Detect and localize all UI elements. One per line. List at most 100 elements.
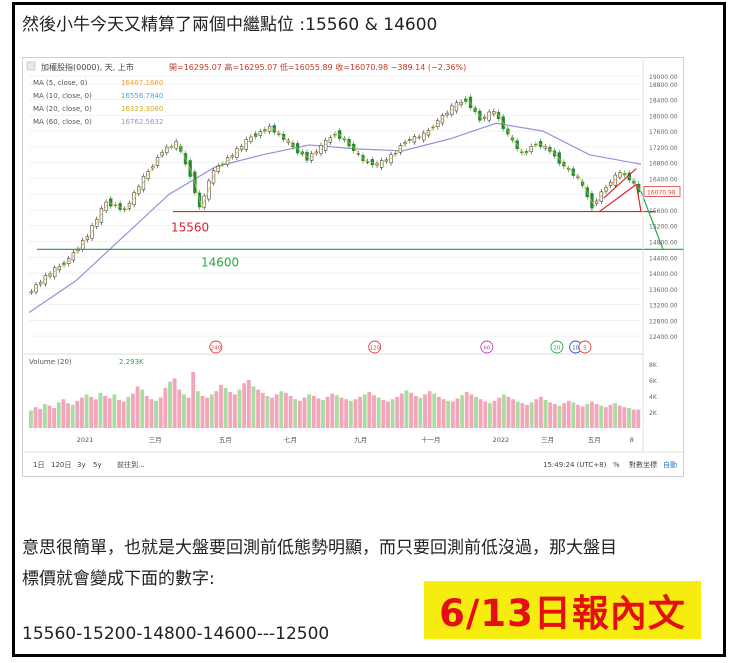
price-tick-label: 16400.00 — [649, 176, 678, 183]
stock-chart[interactable]: 15560 14600 19000.00 18800.00 18400.00 18000… — [22, 57, 684, 477]
volume-bar — [80, 397, 84, 428]
volume-bar — [260, 392, 265, 428]
channel-layer — [598, 168, 664, 250]
log-scale-toggle[interactable]: 對數坐標 — [629, 460, 657, 469]
auto-scale-toggle[interactable]: 自動 — [663, 460, 677, 469]
price-tick-label: 15200.00 — [649, 224, 678, 231]
ma5-label: MA (5, close, 0) — [33, 79, 88, 87]
volume-bar — [617, 405, 622, 428]
volume-bar — [52, 408, 57, 428]
volume-bar — [464, 392, 469, 428]
price-tick-label: 19000.00 — [649, 74, 678, 81]
volume-bar — [418, 397, 423, 428]
volume-bar — [525, 404, 529, 428]
volume-bar — [223, 388, 228, 428]
volume-bar — [131, 393, 135, 428]
event-markers: 240 120 60 20 10 5 — [209, 340, 592, 354]
volume-bar — [121, 401, 126, 428]
volume-bar — [372, 395, 376, 428]
time-tick-label: 五月 — [219, 436, 232, 444]
event-marker-label: 60 — [483, 346, 490, 352]
volume-bar — [409, 392, 414, 428]
range-1d-button[interactable]: 1日 — [33, 461, 44, 469]
volume-bar — [613, 403, 618, 428]
chart-bottom-bar: 1日 120日 3y 5y 前往到... 15:49:24 (UTC+8) % … — [23, 451, 683, 469]
range-120d-button[interactable]: 120日 — [51, 461, 71, 469]
volume-bar — [515, 401, 520, 428]
time-tick-label: 五月 — [588, 436, 601, 444]
volume-bar — [33, 407, 38, 428]
volume-bar — [61, 399, 66, 428]
volume-bar — [135, 386, 140, 428]
time-tick-label: 十一月 — [421, 435, 441, 444]
volume-bar — [330, 393, 335, 428]
volume-bar — [93, 399, 98, 428]
range-3y-button[interactable]: 3y — [77, 461, 86, 469]
volume-bar — [38, 408, 43, 428]
volume-bar — [66, 403, 70, 428]
level-label-14600: 14600 — [201, 255, 239, 269]
volume-bar — [585, 404, 590, 428]
volume-tick-label: 8K — [649, 362, 658, 369]
volume-bar — [321, 400, 325, 428]
volume-bar — [214, 391, 219, 428]
volume-bar — [478, 399, 483, 428]
ma60-label: MA (60, close, 0) — [33, 118, 92, 126]
chart-legend: 加權股指(0000), 天, 上市 開=16295.07 高=16295.07 … — [26, 61, 466, 126]
chart-grid — [29, 75, 641, 337]
volume-bar — [195, 391, 200, 428]
volume-bar — [186, 397, 191, 428]
volume-bar — [182, 394, 186, 428]
volume-bar — [112, 394, 117, 428]
volume-bar — [251, 386, 256, 428]
time-tick-label: 三月 — [149, 436, 162, 444]
volume-bar — [381, 400, 386, 428]
volume-bar — [404, 390, 409, 428]
volume-bar — [316, 398, 321, 428]
volume-bar — [562, 403, 567, 428]
ma20-label: MA (20, close, 0) — [33, 105, 92, 113]
volume-bar — [395, 396, 400, 428]
goto-button[interactable]: 前往到... — [117, 460, 145, 469]
volume-bar — [84, 394, 89, 428]
percent-toggle[interactable]: % — [613, 461, 620, 469]
time-tick-label: 8 — [630, 436, 634, 444]
event-marker-label: 240 — [211, 346, 222, 352]
volume-bar — [367, 392, 372, 428]
volume-bar — [590, 401, 594, 428]
volume-bar — [501, 394, 506, 428]
volume-bar — [311, 396, 316, 428]
volume-bar — [274, 394, 279, 428]
volume-bar — [566, 400, 571, 428]
event-marker-60 — [480, 340, 494, 354]
event-marker-20 — [550, 340, 564, 354]
volume-bar — [168, 381, 172, 428]
channel-upper — [603, 168, 637, 199]
volume-bar — [270, 397, 274, 428]
volume-bar — [413, 396, 418, 428]
range-5y-button[interactable]: 5y — [93, 461, 102, 469]
volume-bar — [302, 397, 307, 428]
paragraph-line-2: 標價就會變成下面的數字: — [22, 569, 215, 589]
volume-bar — [242, 383, 247, 428]
event-marker-label: 20 — [553, 346, 560, 352]
volume-bar — [344, 399, 349, 428]
volume-bar — [191, 372, 196, 428]
volume-bar — [529, 402, 534, 428]
volume-bar — [594, 404, 599, 428]
projection-line — [640, 191, 664, 250]
date-badge-text: 6/13日報內文 — [439, 592, 686, 635]
volume-bar — [390, 399, 395, 428]
price-tick-label: 15600.00 — [649, 208, 678, 215]
volume-tick-label: 6K — [649, 378, 658, 385]
volume-bar — [89, 396, 94, 428]
volume-pane: 8K 6K 4K 2K — [23, 353, 658, 428]
volume-bar — [622, 407, 627, 428]
volume-bar — [511, 399, 516, 428]
volume-bar — [571, 402, 576, 428]
volume-bar — [386, 401, 390, 428]
ma60-value: 16762.5632 — [121, 118, 163, 126]
volume-bar — [140, 389, 145, 428]
volume-bar — [339, 397, 344, 428]
volume-bar — [200, 396, 205, 428]
